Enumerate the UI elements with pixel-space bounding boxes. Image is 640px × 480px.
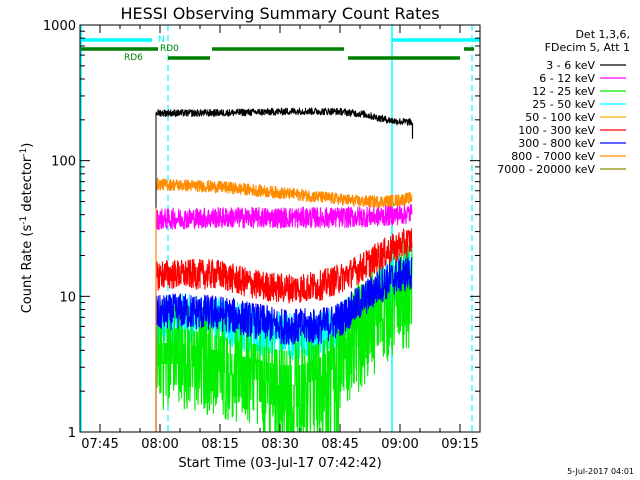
x-tick-label: 08:30 bbox=[261, 437, 298, 452]
series-800-7000-kev bbox=[155, 177, 413, 432]
x-tick-label: 09:15 bbox=[441, 437, 478, 452]
x-tick-label: 08:45 bbox=[321, 437, 358, 452]
y-axis-label: Count Rate (s-1 detector-1) bbox=[19, 143, 35, 314]
legend-header-line: FDecim 5, Att 1 bbox=[545, 41, 630, 54]
legend-entry-label: 800 - 7000 keV bbox=[511, 150, 595, 163]
flag-label-rd6: RD6 bbox=[124, 53, 143, 63]
x-axis-label: Start Time (03-Jul-17 07:42:42) bbox=[178, 456, 381, 471]
series-12-25-kev bbox=[155, 241, 413, 433]
y-axis-ticks: 1 10 100 1000 bbox=[43, 19, 480, 441]
chart-title: HESSI Observing Summary Count Rates bbox=[120, 4, 439, 23]
y-tick-label: 100 bbox=[51, 155, 76, 170]
x-tick-label: 08:00 bbox=[141, 437, 178, 452]
legend-entry-label: 25 - 50 keV bbox=[532, 98, 595, 111]
series-100-300-kev bbox=[155, 228, 413, 432]
y-tick-label: 1 bbox=[68, 426, 76, 441]
legend-entry-label: 100 - 300 keV bbox=[518, 124, 595, 137]
legend-entry-label: 12 - 25 keV bbox=[532, 85, 595, 98]
series-trace bbox=[155, 203, 413, 432]
y-tick-label: 1000 bbox=[43, 19, 76, 34]
flag-label-rd0: RD0 bbox=[160, 44, 179, 54]
flag-label-n: N bbox=[158, 35, 165, 45]
series-trace bbox=[155, 107, 413, 208]
y-tick-label: 10 bbox=[59, 290, 76, 305]
series-3-6-kev bbox=[155, 107, 413, 208]
series-trace bbox=[155, 228, 413, 432]
legend-entry-label: 6 - 12 keV bbox=[539, 72, 595, 85]
series-trace bbox=[155, 257, 413, 432]
legend-entry-label: 50 - 100 keV bbox=[525, 111, 595, 124]
footer-date: 5-Jul-2017 04:01 bbox=[567, 467, 634, 476]
x-tick-label: 09:00 bbox=[381, 437, 418, 452]
x-tick-label: 08:15 bbox=[201, 437, 238, 452]
legend-header-line: Det 1,3,6, bbox=[575, 28, 630, 41]
x-tick-label: 07:45 bbox=[81, 437, 118, 452]
series-trace bbox=[155, 177, 413, 432]
series-trace bbox=[155, 241, 413, 433]
series-6-12-kev bbox=[155, 203, 413, 432]
legend-entry-label: 300 - 800 keV bbox=[518, 137, 595, 150]
legend-entry-label: 3 - 6 keV bbox=[546, 59, 595, 72]
legend-entry-label: 7000 - 20000 keV bbox=[497, 163, 595, 176]
series-300-800-kev bbox=[155, 257, 413, 432]
x-axis-ticks: 07:45 08:00 08:15 08:30 08:45 09:00 09:15 bbox=[81, 25, 479, 452]
